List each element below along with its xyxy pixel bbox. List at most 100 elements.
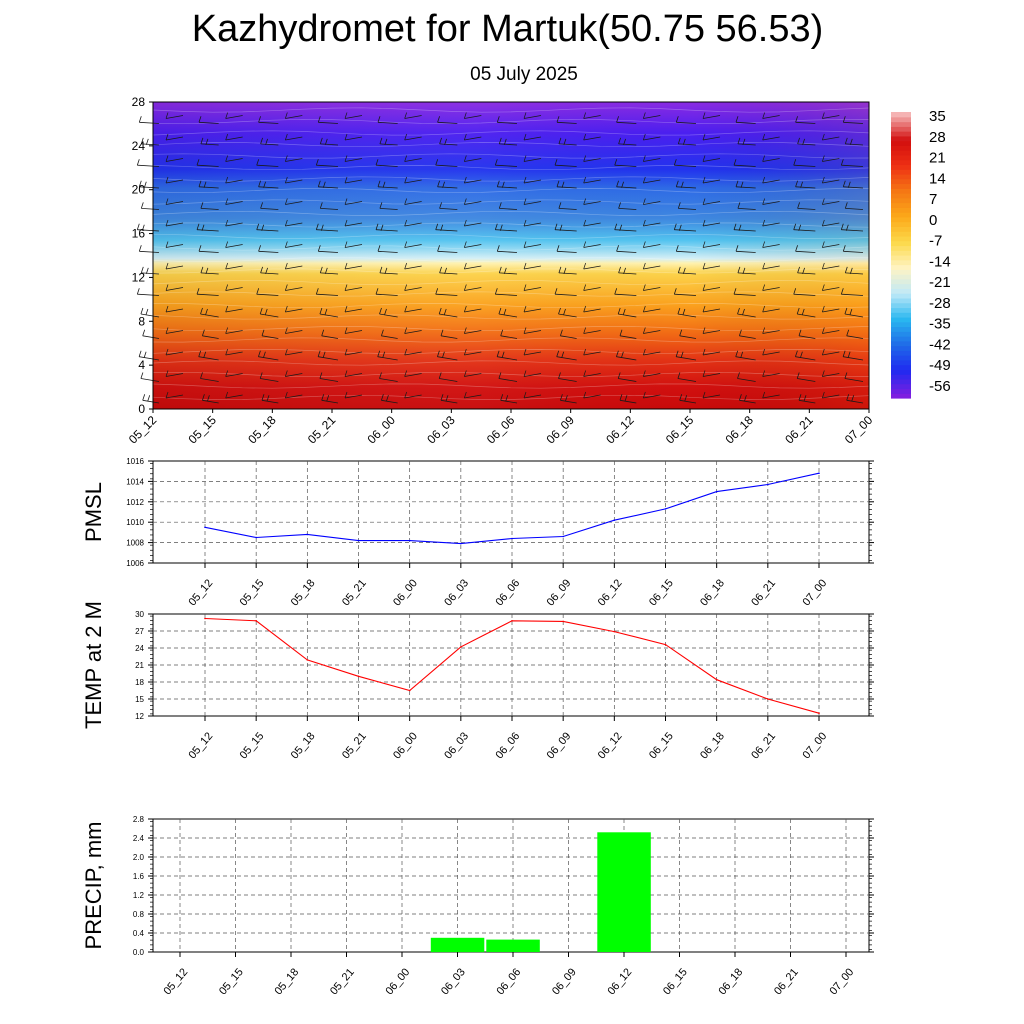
wind-barb-feather: [797, 266, 800, 274]
wind-barb-shaft: [285, 308, 303, 313]
wind-barb-feather: [225, 370, 228, 377]
x-tick-label: 05_15: [238, 577, 267, 608]
wind-barb-shaft: [643, 287, 661, 291]
wind-barb-feather: [583, 348, 586, 356]
wind-barb-feather: [205, 267, 209, 275]
wind-barb-shaft: [793, 293, 816, 296]
y-tick-label: 0.0: [133, 948, 145, 957]
colorbar-swatch: [891, 126, 911, 132]
colorbar-swatch: [891, 321, 911, 328]
wind-barb-shaft: [316, 229, 339, 232]
isotherm-line: [152, 165, 870, 171]
wind-barb-shaft: [762, 115, 780, 119]
wind-barb-feather: [675, 116, 679, 123]
wind-barb-shaft: [285, 179, 303, 184]
wind-barb-feather: [464, 219, 467, 227]
colorbar-swatch: [891, 250, 911, 256]
wind-barb-feather: [344, 370, 348, 377]
wind-barb-shaft: [320, 143, 339, 146]
wind-barb-feather: [822, 348, 825, 356]
wind-barb-shaft: [643, 179, 661, 184]
wind-barb-shaft: [702, 373, 721, 377]
wind-barb-shaft: [285, 330, 303, 334]
wind-barb-feather: [623, 267, 626, 275]
wind-barb-feather: [822, 219, 825, 227]
wind-barb-shaft: [200, 143, 219, 146]
wind-barb-feather: [563, 308, 566, 316]
isotherm-line: [152, 222, 870, 228]
wind-barb-shaft: [225, 265, 243, 270]
wind-barb-shaft: [702, 158, 721, 162]
wind-barb-shaft: [739, 335, 756, 339]
wind-barb-shaft: [523, 308, 542, 313]
series-point: [204, 526, 206, 529]
wind-barb-feather: [798, 224, 802, 231]
wind-barb-shaft: [762, 330, 780, 334]
colorbar-swatch: [891, 331, 911, 337]
colorbar-label: -56: [929, 378, 951, 395]
x-tick-label: 06_09: [545, 730, 574, 761]
wind-barb-shaft: [797, 313, 816, 318]
wind-barb-feather: [225, 391, 228, 399]
x-tick-label: 05_21: [340, 577, 369, 608]
wind-barb-feather: [136, 288, 140, 295]
colorbar-label: 28: [929, 129, 946, 146]
height-axis: 0 4 8 12 16 20 24 28: [132, 95, 153, 416]
wind-barb-shaft: [739, 399, 756, 404]
wind-barb-feather: [375, 223, 379, 230]
wind-barb-feather: [165, 305, 169, 313]
colorbar-swatch: [891, 150, 911, 156]
wind-barb-feather: [737, 202, 741, 209]
wind-barb-shaft: [702, 394, 721, 399]
colorbar-label: 35: [929, 108, 946, 125]
wind-barb-shaft: [737, 378, 756, 382]
wind-barb-shaft: [464, 244, 482, 248]
wind-barb-shaft: [643, 201, 661, 205]
wind-barb-shaft: [285, 287, 303, 291]
wind-barb-shaft: [285, 373, 303, 377]
wind-barb-shaft: [702, 244, 721, 248]
colorbar-swatch: [891, 202, 911, 208]
wind-barb-shaft: [464, 308, 482, 313]
wind-barb-feather: [556, 350, 560, 357]
wind-barb-feather: [437, 116, 440, 123]
wind-barb-shaft: [822, 244, 840, 248]
wind-barb-feather: [643, 262, 646, 270]
x-tick-label: 06_06: [484, 413, 518, 447]
wind-barb-shaft: [822, 308, 840, 313]
wind-barb-feather: [677, 307, 681, 315]
wind-barb-feather: [523, 241, 527, 248]
colorbar-swatch: [891, 235, 911, 242]
x-tick-label: 06_18: [698, 730, 727, 761]
y-tick-label: 0.4: [133, 929, 145, 938]
wind-barb-feather: [200, 372, 203, 379]
wind-barb-shaft: [523, 394, 542, 399]
wind-barb-feather: [702, 198, 706, 205]
wind-barb-shaft: [702, 308, 721, 313]
wind-barb-feather: [285, 391, 288, 399]
y-tick-label: 1012: [126, 498, 144, 507]
colorbar-swatch: [891, 145, 911, 151]
wind-barb-shaft: [260, 272, 279, 275]
colorbar-swatch: [891, 116, 911, 123]
wind-barb-feather: [498, 202, 502, 209]
y-tick-label: 1.6: [133, 872, 145, 881]
wind-barb-feather: [800, 181, 803, 188]
wind-barb-shaft: [798, 399, 816, 404]
wind-barb-feather: [344, 219, 348, 227]
wind-barb-feather: [583, 305, 586, 313]
colorbar-swatch: [891, 374, 911, 380]
wind-barb-feather: [344, 391, 348, 399]
wind-barb-feather: [165, 262, 169, 270]
wind-barb-shaft: [375, 229, 398, 232]
wind-barb-shaft: [795, 186, 816, 189]
y-axis-title: PRECIP, mm: [81, 822, 106, 950]
wind-barb-feather: [442, 351, 445, 358]
wind-barb-shaft: [165, 373, 184, 377]
wind-barb-shaft: [344, 287, 363, 291]
wind-barb-feather: [675, 350, 679, 357]
wind-barb-feather: [435, 288, 439, 295]
wind-barb-shaft: [379, 208, 398, 210]
wind-barb-shaft: [702, 136, 721, 141]
wind-barb-shaft: [702, 287, 721, 291]
